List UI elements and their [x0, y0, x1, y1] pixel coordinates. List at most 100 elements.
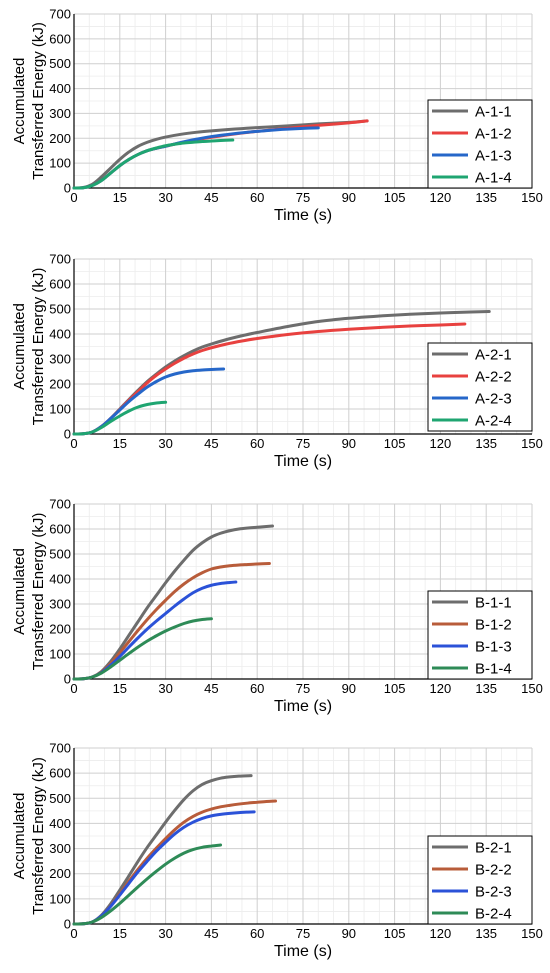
- x-tick-label: 15: [113, 190, 127, 205]
- y-tick-label: 400: [49, 327, 71, 342]
- x-tick-label: 150: [521, 190, 543, 205]
- legend-label: A-1-3: [475, 148, 512, 165]
- x-tick-label: 120: [430, 681, 452, 696]
- x-tick-label: 30: [158, 436, 172, 451]
- y-tick-label: 0: [64, 672, 71, 687]
- series-line-B-1-2: [72, 562, 271, 681]
- x-tick-label: 90: [342, 681, 356, 696]
- legend-label: A-2-3: [475, 391, 512, 408]
- y-tick-label: 300: [49, 841, 71, 856]
- legend-label: A-2-1: [475, 347, 512, 364]
- y-tick-label: 300: [49, 106, 71, 121]
- x-tick-label: 60: [250, 681, 264, 696]
- y-tick-label: 200: [49, 377, 71, 392]
- y-tick-label: 0: [64, 181, 71, 196]
- legend-box: [427, 342, 533, 432]
- y-tick-label: 500: [49, 791, 71, 806]
- y-axis-title-line-2: Transferred Energy (kJ): [30, 757, 47, 915]
- legend-label: B-1-2: [475, 617, 512, 634]
- x-tick-label: 90: [342, 190, 356, 205]
- x-tick-label: 15: [113, 926, 127, 941]
- legend-label: B-2-3: [475, 884, 512, 901]
- series-line-B-1-1: [72, 524, 274, 681]
- x-axis-title: Time (s): [274, 943, 332, 960]
- legend-label: B-1-3: [475, 639, 512, 656]
- y-tick-label: 600: [49, 277, 71, 292]
- y-tick-label: 0: [64, 427, 71, 442]
- x-tick-label: 15: [113, 681, 127, 696]
- legend-label: B-1-4: [475, 661, 512, 678]
- y-axis-title-line-2: Transferred Energy (kJ): [30, 513, 47, 671]
- x-tick-label: 0: [70, 681, 77, 696]
- x-tick-label: 30: [158, 926, 172, 941]
- y-tick-label: 500: [49, 56, 71, 71]
- y-tick-label: 600: [49, 522, 71, 537]
- y-axis-title-line-1: Accumulated: [11, 793, 28, 880]
- y-tick-label: 400: [49, 81, 71, 96]
- y-tick-label: 700: [49, 497, 71, 512]
- y-axis-title-line-1: Accumulated: [11, 548, 28, 635]
- y-tick-label: 300: [49, 352, 71, 367]
- y-tick-label: 100: [49, 647, 71, 662]
- x-tick-label: 120: [430, 190, 452, 205]
- x-tick-label: 105: [384, 436, 406, 451]
- chart-panel-1: 0 15 30 45 60 75 90 105 120 135 150 0 100 200 300 400 50…: [11, 7, 543, 225]
- y-tick-label: 500: [49, 547, 71, 562]
- x-tick-label: 75: [296, 926, 310, 941]
- series-line-A-1-1: [72, 119, 369, 190]
- y-axis-title-line-2: Transferred Energy (kJ): [30, 22, 47, 180]
- legend-box: [427, 590, 533, 680]
- y-tick-label: 400: [49, 816, 71, 831]
- x-tick-label: 90: [342, 436, 356, 451]
- x-tick-label: 45: [204, 926, 218, 941]
- series-line-B-2-4: [72, 843, 223, 926]
- x-tick-label: 90: [342, 926, 356, 941]
- x-tick-label: 105: [384, 190, 406, 205]
- y-tick-label: 700: [49, 252, 71, 267]
- x-tick-label: 45: [204, 190, 218, 205]
- x-tick-label: 135: [475, 436, 497, 451]
- x-tick-label: 150: [521, 681, 543, 696]
- x-axis-title: Time (s): [274, 698, 332, 715]
- x-tick-label: 135: [475, 681, 497, 696]
- y-axis-title-line-1: Accumulated: [11, 303, 28, 390]
- legend-label: B-1-1: [475, 595, 512, 612]
- legend-label: A-2-4: [475, 413, 512, 430]
- x-tick-label: 150: [521, 436, 543, 451]
- x-axis-title: Time (s): [274, 453, 332, 470]
- legend-box: [427, 99, 533, 189]
- legend-box: [427, 835, 533, 925]
- x-tick-label: 30: [158, 190, 172, 205]
- y-tick-label: 100: [49, 156, 71, 171]
- x-tick-label: 135: [475, 190, 497, 205]
- y-tick-label: 600: [49, 31, 71, 46]
- y-tick-label: 600: [49, 766, 71, 781]
- x-tick-label: 150: [521, 926, 543, 941]
- x-tick-label: 135: [475, 926, 497, 941]
- y-tick-label: 500: [49, 302, 71, 317]
- y-tick-label: 200: [49, 622, 71, 637]
- x-tick-label: 105: [384, 926, 406, 941]
- x-axis-title: Time (s): [274, 207, 332, 224]
- x-tick-label: 60: [250, 926, 264, 941]
- series-line-B-1-4: [72, 617, 213, 681]
- chart-panel-2: 0 15 30 45 60 75 90 105 120 135 150 0 100 200 300 400 50…: [11, 252, 543, 471]
- x-tick-label: 120: [430, 436, 452, 451]
- legend-label: B-2-2: [475, 862, 512, 879]
- series-line-A-2-2: [72, 322, 467, 436]
- x-tick-label: 75: [296, 190, 310, 205]
- legend-label: A-1-4: [475, 170, 512, 187]
- legend-label: A-1-1: [475, 104, 512, 121]
- legend-label: B-2-1: [475, 840, 512, 857]
- legend-label: A-1-2: [475, 126, 512, 143]
- y-tick-label: 400: [49, 572, 71, 587]
- x-tick-label: 30: [158, 681, 172, 696]
- x-tick-label: 60: [250, 190, 264, 205]
- y-tick-label: 100: [49, 402, 71, 417]
- legend-label: B-2-4: [475, 906, 512, 923]
- x-tick-label: 0: [70, 926, 77, 941]
- y-tick-label: 0: [64, 917, 71, 932]
- x-tick-label: 60: [250, 436, 264, 451]
